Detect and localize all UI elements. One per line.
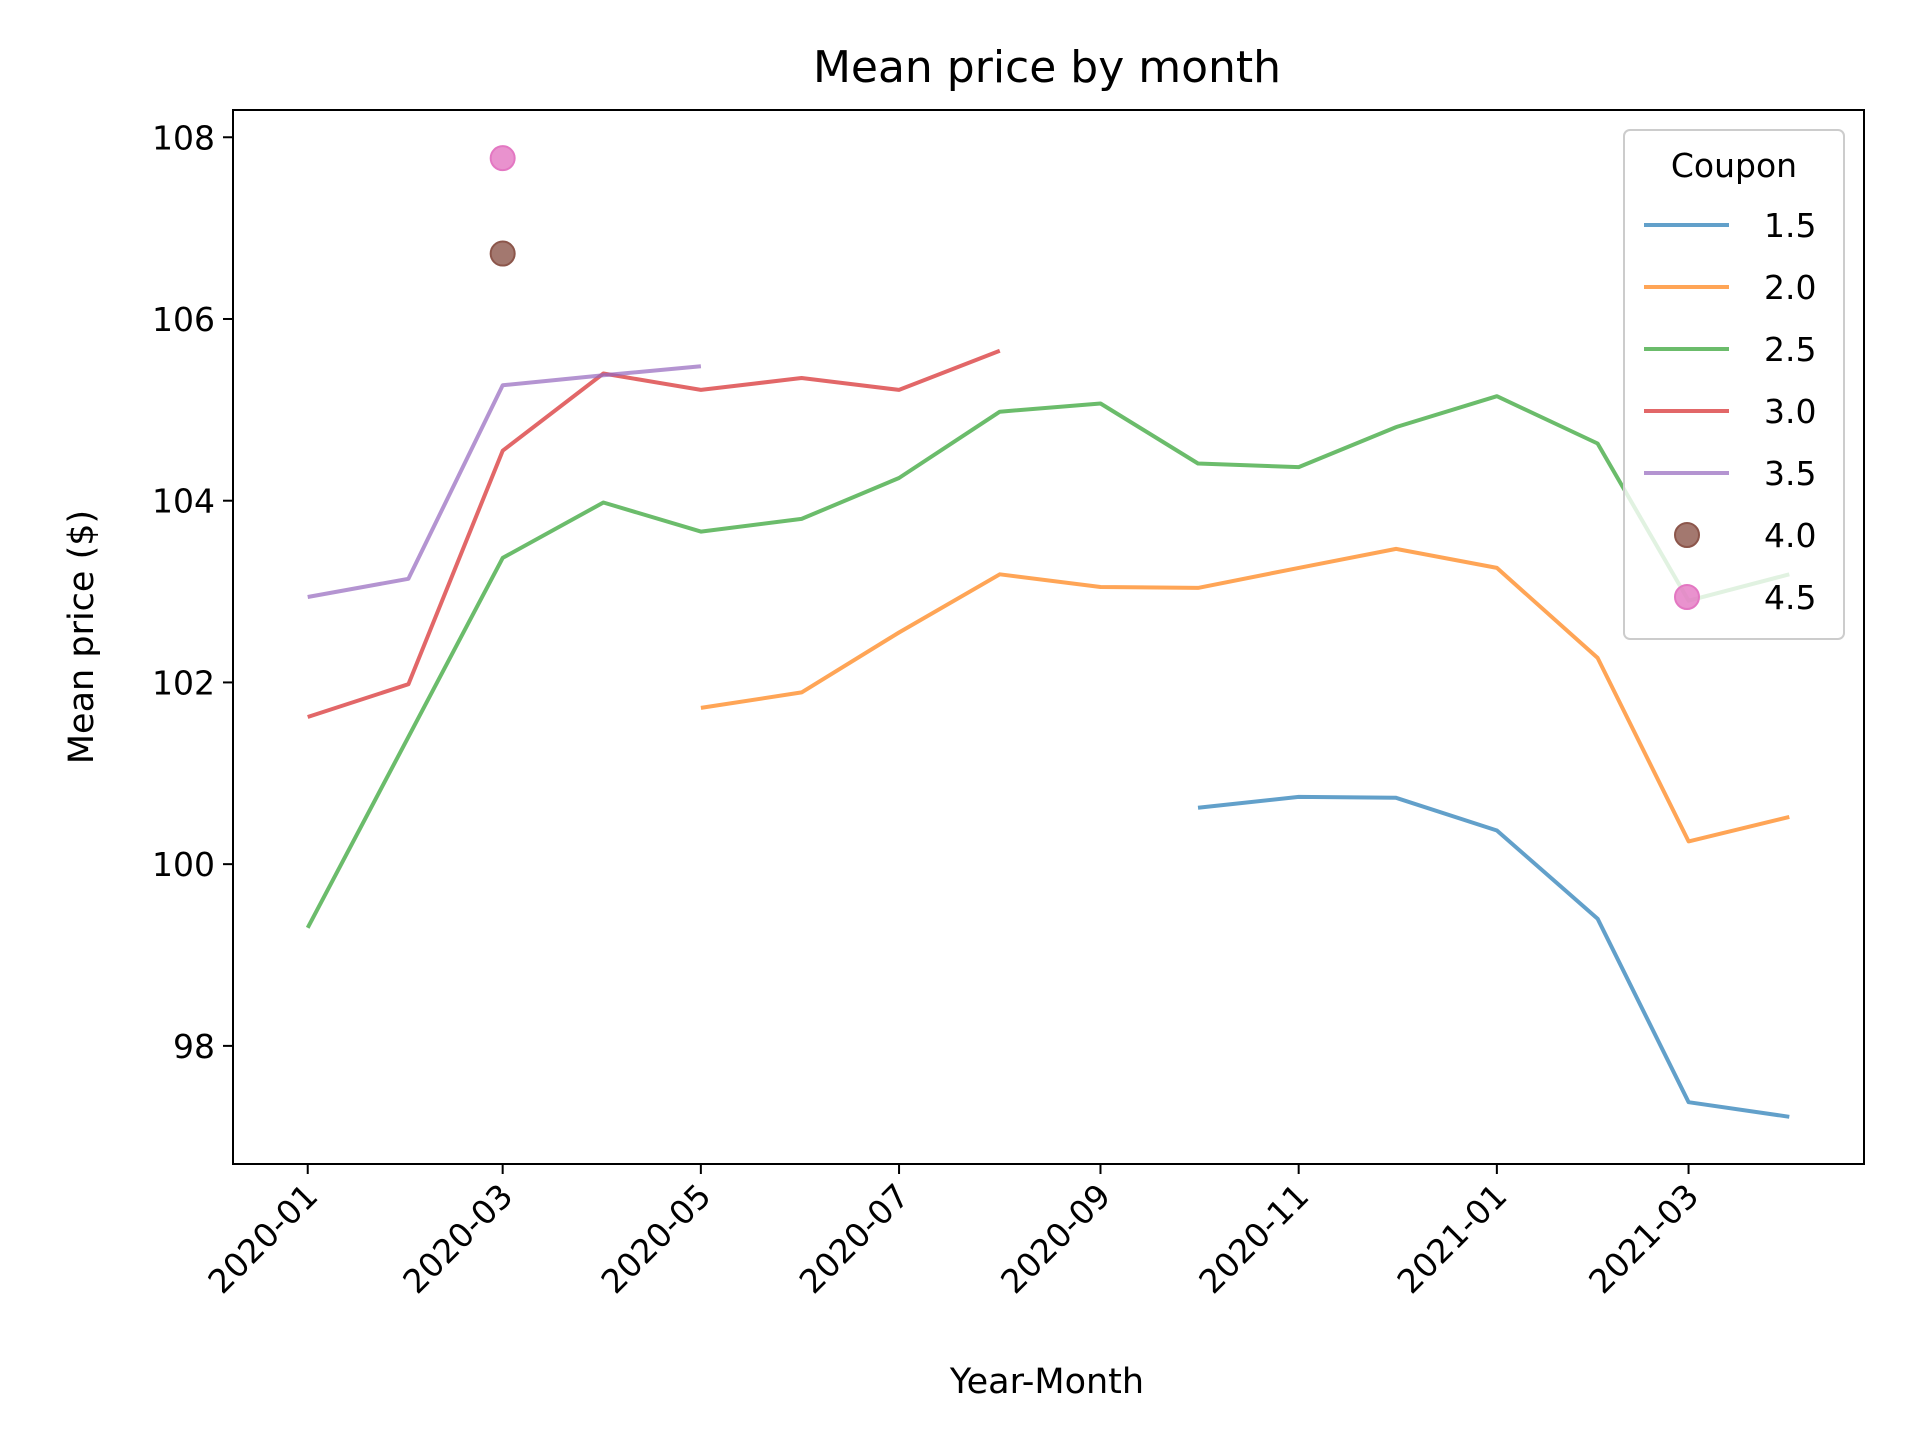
legend-label: 2.0 [1764,268,1816,307]
legend-label: 2.5 [1764,330,1816,369]
legend-label: 4.0 [1764,516,1816,555]
legend-label: 3.0 [1764,392,1816,431]
y-tick-label: 100 [152,845,215,884]
series-point-4-5 [489,145,516,172]
x-tick-label: 2020-03 [395,1176,520,1301]
x-tick-label: 2020-07 [792,1176,917,1301]
x-tick-label: 2020-11 [1191,1176,1316,1301]
x-axis-label: Year-Month [949,1362,1144,1402]
y-tick-label: 102 [152,663,215,702]
plot-frame [232,109,1865,1165]
x-tick-label: 2020-09 [993,1176,1118,1301]
y-tick-label: 108 [152,118,215,157]
series-point-4-0 [489,240,516,267]
x-axis: 2020-01 2020-03 2020-05 2020-07 2020-09 2020-… [200,1164,1706,1301]
y-axis: 98 100 102 104 106 108 [152,118,233,1066]
legend-label: 1.5 [1764,206,1816,245]
x-tick-label: 2021-01 [1389,1176,1514,1301]
y-tick-label: 98 [173,1027,215,1066]
x-tick-label: 2020-01 [200,1176,325,1301]
series-layer [305,145,1790,1119]
y-tick-label: 106 [152,300,215,339]
series-line-2-0 [700,546,1790,844]
series-line-3-0 [307,348,1001,719]
series-line-2-5 [305,394,1790,929]
legend: Coupon 1.5 2.0 2.5 3.0 3.5 4.0 4.5 [1623,129,1845,640]
chart-title: Mean price by month [813,42,1281,93]
x-tick-label: 2021-03 [1581,1176,1706,1301]
legend-swatch [1674,522,1700,548]
x-tick-label: 2020-05 [593,1176,718,1301]
y-tick-label: 104 [152,482,215,521]
legend-swatch [1674,584,1700,610]
y-axis-label: Mean price ($) [62,510,102,764]
legend-box [1623,129,1845,640]
legend-title: Coupon [1671,146,1797,185]
series-line-3-5 [307,364,702,599]
series-line-1-5 [1197,794,1790,1119]
legend-label: 4.5 [1764,578,1816,617]
legend-label: 3.5 [1764,454,1816,493]
